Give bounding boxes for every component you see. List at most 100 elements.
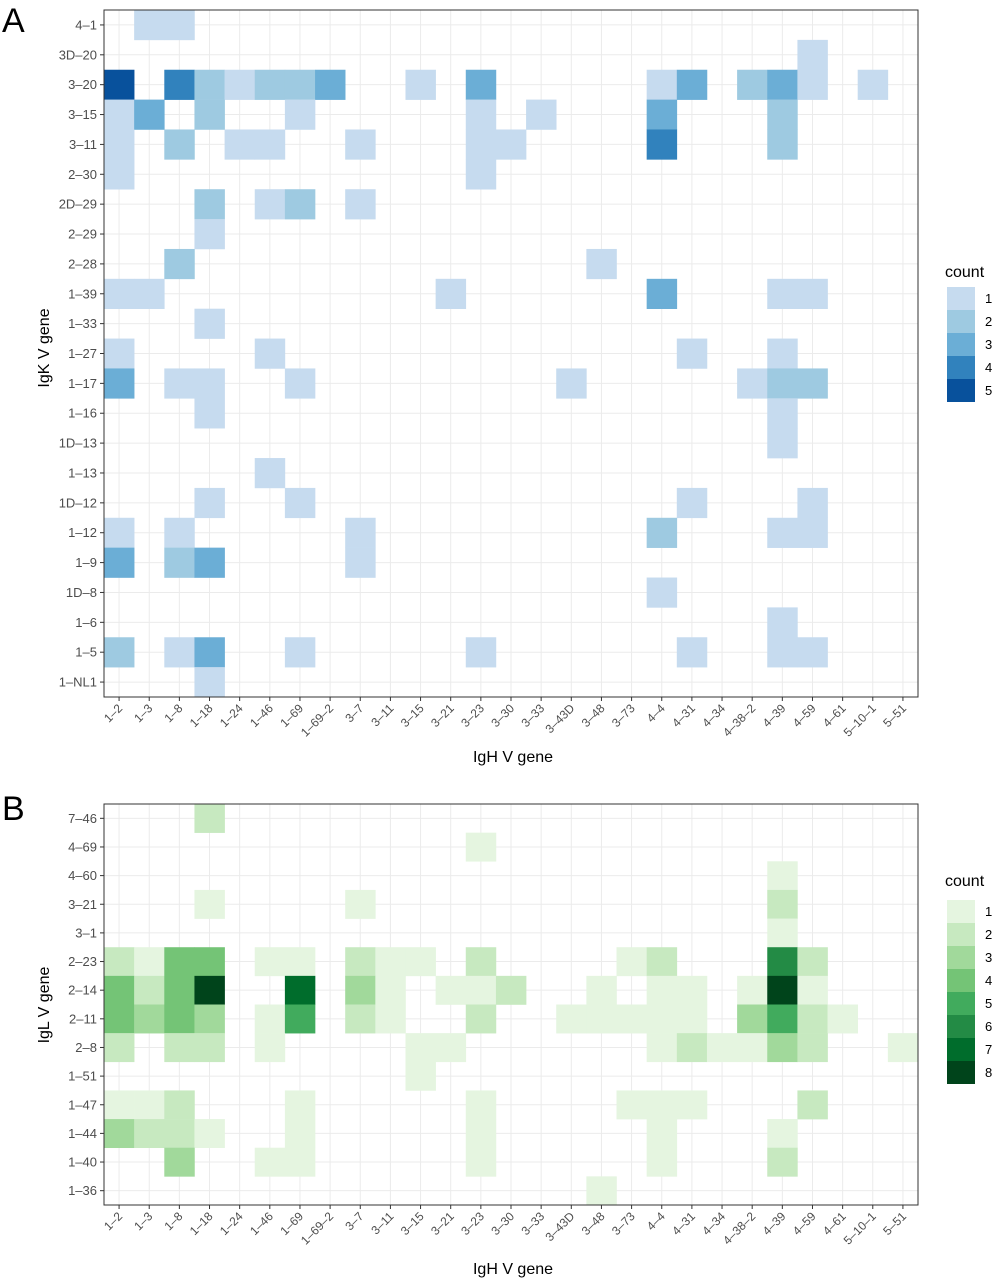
x-tick-label-3-43d: 3–43D [543,701,578,736]
legend-label-4: 4 [985,360,992,375]
heatmap-cell-4-39-2-8 [767,1033,798,1063]
heatmap-cell-3-7-3-21 [345,889,376,919]
x-tick-label-4-59: 4–59 [790,1209,819,1238]
x-tick-label-3-15: 3–15 [398,701,427,730]
heatmap-cell-1-24-3-20 [224,69,256,100]
heatmap-cell-1-18-3-20 [194,69,225,100]
y-tick-label-2d-29: 2D–29 [59,197,97,212]
heatmap-cell-4-38-2-3-20 [737,69,768,100]
heatmap-cell-4-31-2-14 [676,975,708,1005]
heatmap-cell-3-7-2-23 [345,947,376,977]
y-tick-label-1-40: 1–40 [68,1155,97,1170]
y-axis-title-b: IgL V gene [36,967,53,1044]
heatmap-cell-1-3-1-47 [134,1090,165,1120]
heatmap-cell-1-3-2-14 [134,975,165,1005]
heatmap-cell-4-38-2-2-8 [737,1033,768,1063]
heatmap-cell-1-2-3-11 [104,129,135,160]
heatmap-cell-1-3-4-1 [134,10,165,41]
heatmap-panel-a: A 4–13D–203–203–153–112–302D–292–292–281… [2,2,992,766]
heatmap-cell-1-8-1-47 [164,1090,195,1120]
heatmap-cell-1-18-2-29 [194,219,225,250]
x-tick-label-1-8: 1–8 [161,701,185,725]
panel-label-a: A [2,2,25,40]
cells-a [104,10,889,698]
x-tick-label-3-21: 3–21 [428,701,457,730]
heatmap-cell-4-39-2-23 [767,947,798,977]
panel-label-b: B [2,790,25,828]
heatmap-cell-1-69-1d-12 [284,487,316,519]
y-tick-label-1-51: 1–51 [68,1069,97,1084]
legend-key-8 [947,1061,975,1084]
heatmap-cell-1-18-1-9 [194,547,225,578]
heatmap-cell-1-3-3-15 [134,99,165,130]
x-tick-label-3-11: 3–11 [368,1209,396,1237]
y-ticks-b: 7–46 4–69 4–60 3–21 3–1 2–23 2–14 2–11 2–8 1–51 1–… [68,811,104,1198]
heatmap-cell-1-8-1-9 [164,547,195,578]
heatmap-cell-4-39-1d-13 [767,428,798,459]
y-tick-label-1-33: 1–33 [68,316,97,331]
x-tick-label-1-69-2: 1–69–2 [298,1209,336,1247]
heatmap-cell-1-46-3-20 [254,69,286,100]
heatmap-cell-1-69-1-44 [284,1119,316,1149]
heatmap-cell-4-59-3-20 [797,69,828,100]
x-tick-label-3-30: 3–30 [488,701,517,730]
y-tick-label-2-30: 2–30 [68,167,97,182]
heatmap-cell-1-69-2d-29 [284,189,316,220]
y-tick-label-1-39: 1–39 [68,286,97,301]
heatmap-cell-4-4-3-11 [646,129,678,160]
heatmap-cell-4-39-3-20 [767,69,798,100]
x-tick-label-3-48: 3–48 [579,701,608,730]
heatmap-cell-4-39-3-11 [767,129,798,160]
heatmap-cell-4-31-1-27 [676,338,708,369]
heatmap-cell-4-39-2-14 [767,975,798,1005]
heatmap-cell-1-3-1-44 [134,1119,165,1149]
x-tick-label-1-46: 1–46 [247,701,276,730]
x-tick-label-5-51: 5–51 [880,701,909,730]
legend-label-5: 5 [985,996,992,1011]
heatmap-cell-4-31-1d-12 [676,487,708,519]
y-tick-label-2-23: 2–23 [68,954,97,969]
y-tick-label-7-46: 7–46 [68,811,97,826]
heatmap-cell-1-8-2-11 [164,1004,195,1034]
x-tick-label-4-31: 4–31 [669,1209,698,1238]
heatmap-cell-1-18-3-21 [194,889,225,919]
heatmap-cell-4-59-1-17 [797,368,828,399]
heatmap-cell-4-59-1-5 [797,637,828,668]
heatmap-cell-3-15-1-51 [405,1061,436,1091]
legend-key-3 [947,333,975,356]
heatmap-cell-1-18-2-11 [194,1004,225,1034]
y-tick-label-4-1: 4–1 [75,17,97,32]
x-tick-label-4-38-2: 4–38–2 [720,701,758,739]
heatmap-cell-4-59-1-47 [797,1090,828,1120]
heatmap-cell-1-18-1-16 [194,398,225,429]
heatmap-cell-3-73-1-47 [616,1090,647,1120]
x-tick-label-1-2: 1–2 [101,701,125,725]
y-tick-label-3d-20: 3D–20 [59,47,97,62]
heatmap-cell-4-4-1-47 [646,1090,678,1120]
heatmap-cell-4-39-1-12 [767,517,798,548]
heatmap-cell-4-4-1d-8 [646,577,678,608]
heatmap-cell-1-8-1-5 [164,637,195,668]
y-tick-label-1d-12: 1D–12 [59,495,97,510]
x-ticks-b: 1–2 1–3 1–8 1–18 1–24 1–46 1–691–69–2 3–7 3–11 3–… [101,1205,909,1247]
heatmap-cell-1-2-1-47 [104,1090,135,1120]
x-axis-title-b: IgH V gene [473,1261,553,1278]
y-tick-label-1-36: 1–36 [68,1183,97,1198]
heatmap-cell-4-31-2-11 [676,1004,708,1034]
heatmap-cell-1-2-2-30 [104,159,135,190]
legend-key-4 [947,969,975,992]
heatmap-cell-4-38-2-1-17 [737,368,768,399]
x-tick-label-3-30: 3–30 [488,1209,517,1238]
legend-a: count 1 2 3 4 5 [945,264,992,402]
heatmap-cell-1-8-2-28 [164,248,195,280]
y-tick-label-3-11: 3–11 [69,137,97,152]
heatmap-cell-3-11-2-11 [375,1004,406,1034]
legend-label-4: 4 [985,973,992,988]
heatmap-cell-4-59-1-12 [797,517,828,548]
heatmap-cell-5-10-1-3-20 [857,69,889,100]
heatmap-cell-4-39-3-15 [767,99,798,130]
x-tick-label-1-3: 1–3 [131,1209,155,1233]
heatmap-cell-1-8-2-14 [164,975,195,1005]
heatmap-cell-1-69-2-11 [284,1004,316,1034]
